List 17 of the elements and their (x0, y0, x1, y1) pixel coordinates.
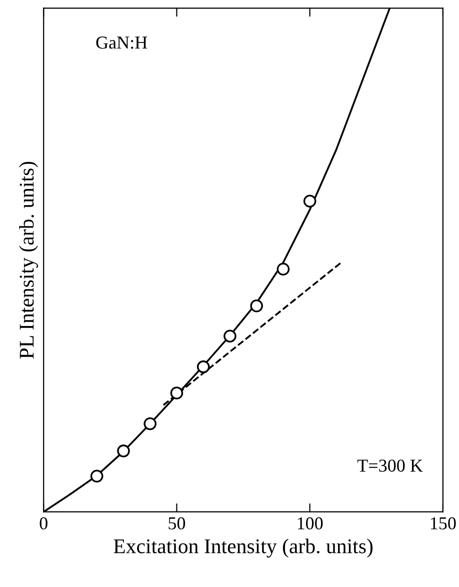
y-axis-title: PL Intensity (arb. units) (19, 162, 38, 359)
point (224, 330, 236, 342)
x-tick-label: 50 (168, 517, 186, 530)
point (90, 470, 104, 482)
point (303, 194, 316, 208)
x-tick-label: 0 (40, 517, 48, 530)
point (117, 444, 130, 458)
annotation: T=300 K (357, 460, 423, 472)
x-tick-label: 100 (298, 517, 323, 530)
point (144, 417, 156, 430)
point (196, 360, 210, 374)
annotation: GaN:H (96, 36, 148, 49)
x-tick-label: 150 (430, 517, 456, 530)
point (250, 299, 263, 312)
x-axis-title: Excitation Intensity (arb. units) (114, 538, 373, 558)
point (170, 386, 184, 400)
point (276, 262, 290, 276)
